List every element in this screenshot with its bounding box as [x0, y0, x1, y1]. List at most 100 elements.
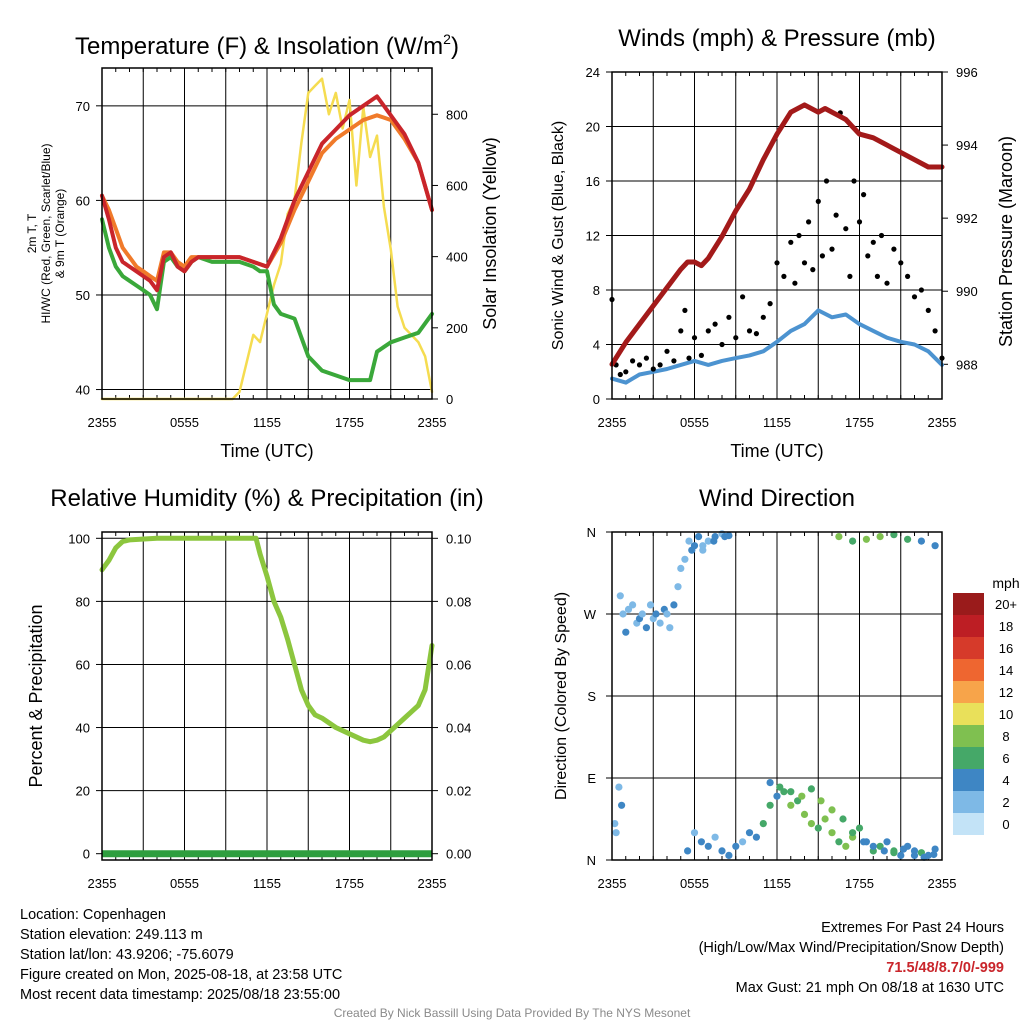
dir-scatter-point — [681, 555, 689, 563]
wind-xtick-label: 1755 — [845, 415, 874, 430]
dir-scatter-point — [725, 851, 733, 860]
dir-scatter-point — [663, 610, 671, 618]
temp-series-2m-t — [100, 94, 434, 293]
dir-scatter-point — [890, 531, 898, 539]
dir-scatter-point — [711, 833, 719, 841]
dir-ytick-label: N — [587, 853, 596, 868]
wind-gust-point — [856, 219, 863, 225]
dir-scatter-point — [897, 851, 905, 860]
dir-scatter-point — [910, 851, 919, 860]
wind-series-pressure — [609, 102, 945, 367]
dir-scatter-point — [766, 801, 774, 809]
colorbar-label: 12 — [999, 685, 1013, 700]
rh-ytick-right-label: 0.04 — [446, 721, 471, 736]
colorbar-label: 18 — [999, 619, 1013, 634]
dir-chart-title: Wind Direction — [699, 485, 855, 512]
dir-scatter-point — [917, 537, 926, 545]
rh-xtick-label: 1755 — [335, 876, 364, 891]
temp-ytick-right-label: 400 — [446, 250, 468, 265]
temp-ylabel-right: Solar Insolation (Yellow) — [480, 137, 500, 329]
dir-scatter-point — [862, 535, 871, 543]
wind-gust-point — [686, 355, 692, 361]
dir-scatter-point — [619, 610, 627, 618]
dir-scatter-point — [766, 779, 774, 787]
wind-gust-point — [617, 371, 623, 378]
wind-gust-point — [698, 352, 705, 358]
dir-scatter-point — [860, 838, 868, 846]
wind-gust-point — [810, 267, 816, 273]
wind-gust-point — [788, 239, 794, 245]
dir-scatter-point — [721, 533, 729, 541]
dir-scatter-point — [776, 783, 784, 791]
wind-gust-point — [905, 273, 911, 279]
wind-ytick-label: 12 — [586, 229, 600, 244]
wind-gust-point — [847, 273, 853, 279]
wind-gust-point — [925, 307, 931, 313]
wind-gust-point — [833, 212, 839, 218]
colorbar-swatch — [953, 593, 984, 615]
dir-scatter-point — [931, 845, 939, 853]
wind-gust-point — [815, 198, 821, 204]
dir-scatter-point — [773, 792, 781, 800]
wind-gust-point — [682, 307, 688, 313]
dir-plot-border — [611, 531, 943, 861]
wind-gust-point — [760, 314, 766, 320]
dir-scatter-point — [800, 810, 809, 819]
dir-scatter-point — [670, 601, 678, 609]
dir-scatter-point — [732, 842, 740, 850]
wind-gust-point — [657, 362, 663, 368]
wind-gust-point — [843, 226, 849, 232]
temp-chart-title: Temperature (F) & Insolation (W/m2) — [75, 31, 459, 60]
temp-ytick-right-label: 600 — [446, 178, 468, 193]
dir-scatter-point — [646, 601, 655, 609]
colorbar-label: 2 — [1002, 795, 1009, 810]
dir-ytick-label: W — [584, 607, 597, 622]
location-text: Location: Copenhagen — [20, 907, 166, 923]
wind-ytick-label: 24 — [586, 65, 600, 80]
wind-xtick-label: 2355 — [598, 415, 627, 430]
wind-gust-point — [781, 273, 787, 279]
dir-scatter-point — [883, 838, 891, 846]
wind-ytick-right-label: 996 — [956, 65, 978, 80]
wind-gust-point — [796, 232, 802, 239]
rh-xtick-label: 2355 — [418, 876, 447, 891]
rh-ytick-right-label: 0.02 — [446, 784, 471, 799]
dir-scatter-point — [629, 601, 637, 609]
rh-ytick-right-label: 0.08 — [446, 594, 471, 609]
colorbar-swatch — [953, 659, 984, 681]
colorbar-title: mph — [992, 575, 1019, 591]
wind-ylabel-left: Sonic Wind & Gust (Blue, Black) — [550, 121, 567, 350]
wind-xtick-label: 0555 — [680, 415, 709, 430]
temp-xtick-label: 2355 — [88, 415, 117, 430]
dir-scatter-point — [656, 619, 664, 627]
dir-xtick-label: 2355 — [928, 876, 957, 891]
wind-gust-point — [878, 232, 885, 239]
dir-scatter-point — [695, 533, 703, 541]
colorbar-swatch — [953, 769, 984, 791]
rh-ytick-label: 80 — [76, 594, 90, 609]
dir-scatter-point — [794, 797, 802, 805]
colorbar-swatch — [953, 725, 984, 747]
dir-scatter-point — [807, 785, 816, 793]
dir-scatter-point — [899, 845, 908, 853]
dir-scatter-point — [817, 797, 825, 805]
dir-ytick-label: S — [587, 689, 596, 704]
temp-ylabel-line3: & 9m T (Orange) — [53, 189, 67, 279]
colorbar-label: 0 — [1002, 817, 1009, 832]
dir-xtick-label: 0555 — [680, 876, 709, 891]
dir-scatter-point — [616, 592, 624, 600]
wind-gust-point — [891, 246, 897, 252]
dir-scatter-point — [677, 564, 685, 573]
temp-series-td — [100, 217, 434, 383]
wind-gust-point — [865, 253, 871, 259]
dir-scatter-point — [638, 610, 646, 618]
rh-ytick-right-label: 0.00 — [446, 847, 471, 862]
dir-scatter-point — [688, 546, 696, 554]
wind-ytick-right-label: 990 — [956, 284, 978, 299]
dir-scatter-point — [704, 537, 712, 545]
dir-scatter-point — [685, 537, 693, 545]
rh-ytick-label: 60 — [76, 657, 90, 672]
colorbar-label: 14 — [999, 663, 1013, 678]
dir-scatter-point — [684, 847, 692, 855]
